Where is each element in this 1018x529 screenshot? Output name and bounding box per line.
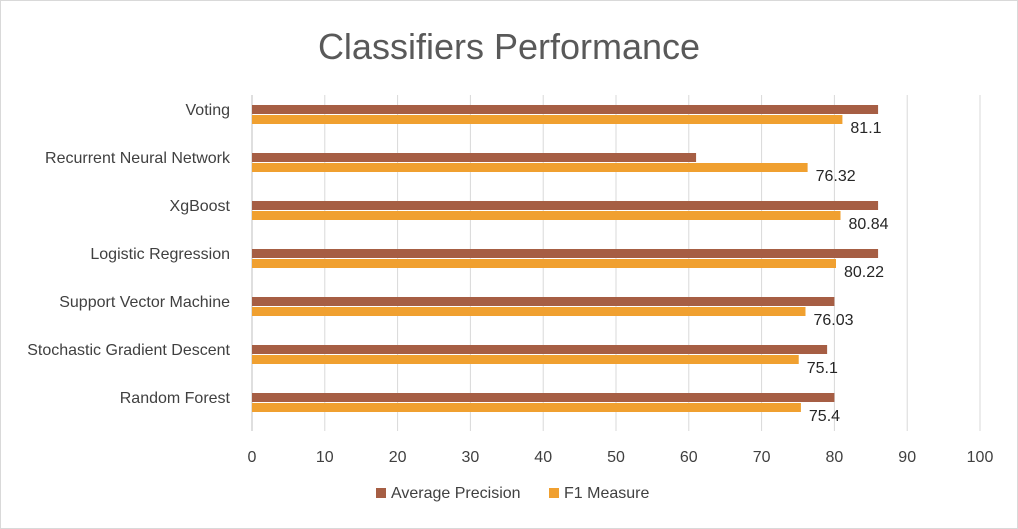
bar-average-precision bbox=[252, 297, 835, 306]
bar-f1-measure bbox=[252, 307, 806, 316]
x-tick-label: 30 bbox=[462, 449, 480, 466]
x-tick-label: 0 bbox=[248, 449, 257, 466]
chart-title: Classifiers Performance bbox=[318, 26, 700, 67]
legend: Average Precision F1 Measure bbox=[376, 485, 649, 502]
legend-label: F1 Measure bbox=[564, 485, 649, 502]
bar-average-precision bbox=[252, 249, 879, 258]
data-label-f1-measure: 75.1 bbox=[807, 360, 838, 377]
data-label-f1-measure: 76.32 bbox=[816, 168, 856, 185]
legend-f1-measure: F1 Measure bbox=[549, 485, 649, 502]
category-label: Stochastic Gradient Descent bbox=[27, 342, 230, 359]
x-tick-label: 60 bbox=[680, 449, 698, 466]
bar-average-precision bbox=[252, 201, 879, 210]
bar-f1-measure bbox=[252, 403, 801, 412]
data-label-f1-measure: 80.84 bbox=[849, 216, 889, 233]
category-label: Support Vector Machine bbox=[59, 294, 230, 311]
x-tick-label: 50 bbox=[607, 449, 625, 466]
x-tick-label: 100 bbox=[967, 449, 994, 466]
bars bbox=[252, 105, 879, 412]
bar-f1-measure bbox=[252, 355, 799, 364]
x-tick-label: 40 bbox=[534, 449, 552, 466]
bar-average-precision bbox=[252, 393, 835, 402]
legend-swatch bbox=[549, 488, 559, 498]
legend-average-precision: Average Precision bbox=[376, 485, 521, 502]
bar-f1-measure bbox=[252, 211, 841, 220]
x-tick-label: 20 bbox=[389, 449, 407, 466]
legend-label: Average Precision bbox=[391, 485, 521, 502]
x-tick-label: 80 bbox=[826, 449, 844, 466]
category-label: Logistic Regression bbox=[90, 246, 230, 263]
data-label-f1-measure: 75.4 bbox=[809, 408, 840, 425]
category-label: XgBoost bbox=[170, 198, 231, 215]
x-tick-label: 10 bbox=[316, 449, 334, 466]
bar-f1-measure bbox=[252, 163, 808, 172]
bar-average-precision bbox=[252, 345, 828, 354]
bar-f1-measure bbox=[252, 115, 843, 124]
data-label-f1-measure: 81.1 bbox=[850, 120, 881, 137]
data-label-f1-measure: 80.22 bbox=[844, 264, 884, 281]
category-label: Random Forest bbox=[120, 390, 231, 407]
labels: 0 10 20 30 40 50 60 70 80 90 100 Voting 81.1 Recurren… bbox=[27, 102, 993, 466]
category-label: Voting bbox=[186, 102, 230, 119]
legend-swatch bbox=[376, 488, 386, 498]
bar-average-precision bbox=[252, 105, 879, 114]
bar-average-precision bbox=[252, 153, 697, 162]
bar-f1-measure bbox=[252, 259, 837, 268]
x-tick-label: 70 bbox=[753, 449, 771, 466]
category-label: Recurrent Neural Network bbox=[45, 150, 231, 167]
data-label-f1-measure: 76.03 bbox=[813, 312, 853, 329]
x-tick-label: 90 bbox=[898, 449, 916, 466]
